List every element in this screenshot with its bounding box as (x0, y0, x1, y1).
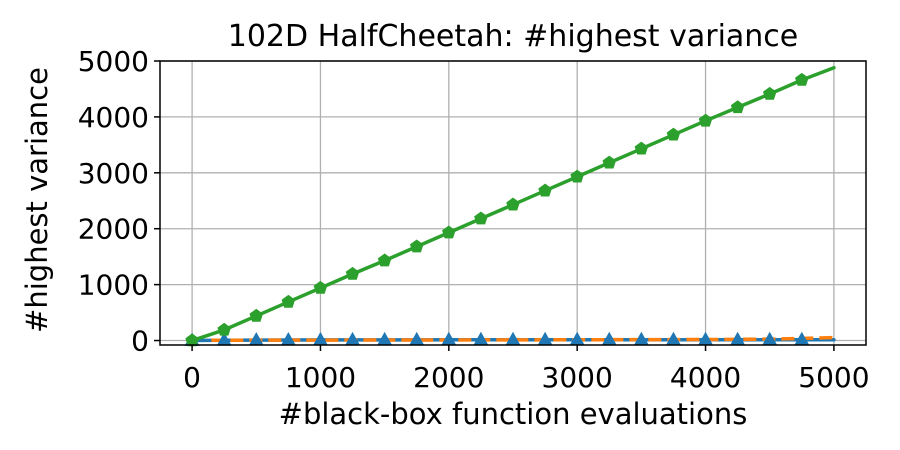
chart-title: 102D HalfCheetah: #highest variance (228, 19, 799, 54)
x-tick-label: 0 (183, 361, 201, 394)
x-axis-label: #black-box function evaluations (279, 397, 748, 431)
data-point-pentagon (313, 280, 328, 294)
data-point-pentagon (217, 322, 231, 336)
data-point-pentagon (249, 308, 264, 322)
data-point-pentagon (570, 169, 584, 183)
x-tick-label: 1000 (285, 361, 356, 394)
y-axis-label: #highest variance (20, 67, 54, 333)
x-tick-label: 4000 (670, 361, 741, 394)
y-tick-label: 4000 (78, 101, 149, 134)
data-point-pentagon (795, 72, 809, 86)
data-point-pentagon (377, 253, 392, 267)
y-tick-label: 0 (131, 325, 149, 358)
y-tick-label: 1000 (78, 269, 149, 302)
data-point-pentagon (730, 100, 745, 114)
data-point-pentagon (602, 155, 617, 169)
data-point-pentagon (281, 294, 296, 308)
x-axis: 0 1000 2000 3000 4000 5000 (183, 345, 870, 394)
data-point-pentagon (538, 183, 552, 197)
series-layer (184, 65, 836, 347)
y-tick-label: 5000 (78, 45, 149, 78)
data-point-pentagon (762, 86, 777, 100)
data-point-pentagon (442, 225, 456, 239)
x-tick-label: 5000 (798, 361, 869, 394)
data-point-pentagon (506, 197, 520, 211)
data-point-pentagon (666, 127, 681, 141)
data-point-pentagon (474, 211, 488, 225)
data-point-pentagon (634, 141, 649, 155)
y-tick-label: 2000 (78, 213, 149, 246)
data-point-pentagon (409, 239, 424, 253)
data-point-pentagon (185, 333, 199, 347)
plot-frame (159, 60, 867, 346)
x-tick-label: 2000 (413, 361, 484, 394)
y-axis: 0 1000 2000 3000 4000 5000 (78, 45, 160, 358)
data-point-pentagon (345, 266, 360, 280)
data-point-pentagon (698, 113, 713, 127)
y-tick-label: 3000 (78, 157, 149, 190)
x-tick-label: 3000 (542, 361, 613, 394)
